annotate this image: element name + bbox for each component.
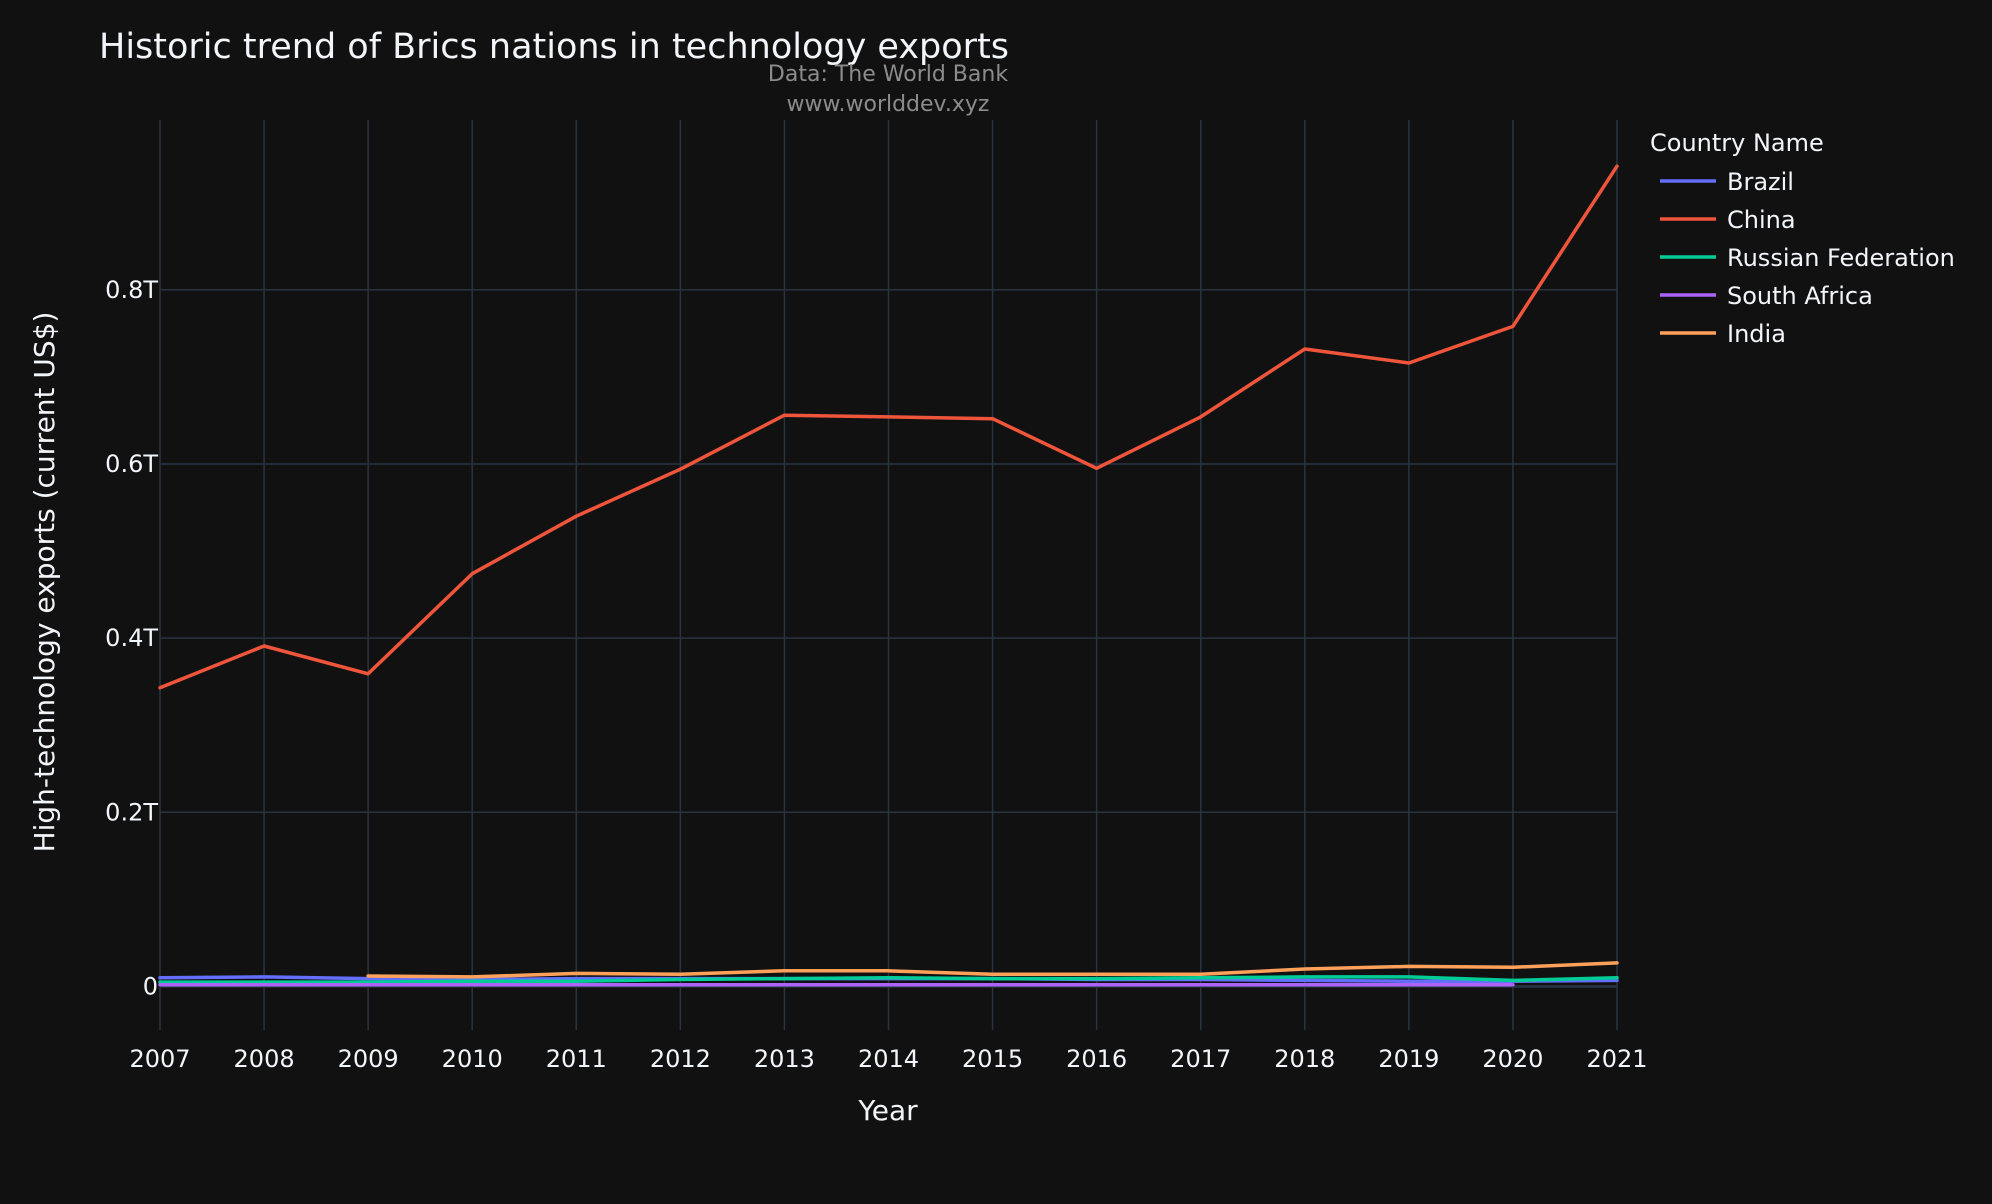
y-tick-label: 0.6T — [105, 450, 158, 478]
legend-label: India — [1727, 320, 1786, 348]
series-line-india — [366, 961, 1619, 979]
series-lines — [158, 164, 1619, 987]
y-tick-label: 0 — [143, 972, 158, 1000]
x-tick-label: 2021 — [1586, 1045, 1647, 1073]
series-line-russian-federation — [158, 975, 1619, 984]
legend-item-india[interactable]: India — [1660, 320, 1786, 348]
legend-label: China — [1727, 206, 1796, 234]
x-tick-label: 2018 — [1274, 1045, 1335, 1073]
chart-title: Historic trend of Brics nations in techn… — [99, 27, 1009, 67]
x-tick-label: 2015 — [962, 1045, 1023, 1073]
legend-title: Country Name — [1650, 129, 1824, 157]
x-tick-label: 2010 — [442, 1045, 503, 1073]
legend-item-brazil[interactable]: Brazil — [1660, 168, 1794, 196]
x-tick-label: 2016 — [1066, 1045, 1127, 1073]
x-tick-label: 2019 — [1378, 1045, 1439, 1073]
y-tick-label: 0.2T — [105, 798, 158, 826]
x-tick-label: 2017 — [1170, 1045, 1231, 1073]
url-annotation: www.worlddev.xyz — [787, 92, 990, 117]
gridlines — [159, 120, 1618, 1030]
x-tick-label: 2014 — [858, 1045, 919, 1073]
legend-label: South Africa — [1727, 282, 1873, 310]
series-line-china — [158, 164, 1619, 690]
legend-label: Russian Federation — [1727, 244, 1955, 272]
legend-label: Brazil — [1727, 168, 1794, 196]
x-tick-label: 2008 — [234, 1045, 295, 1073]
x-tick-label: 2012 — [650, 1045, 711, 1073]
legend: Country Name Brazil China Russian Federati… — [1650, 129, 1955, 348]
x-tick-label: 2011 — [546, 1045, 607, 1073]
x-tick-label: 2007 — [129, 1045, 190, 1073]
x-tick-label: 2009 — [338, 1045, 399, 1073]
x-tick-label: 2013 — [754, 1045, 815, 1073]
y-tick-label: 0.8T — [105, 276, 158, 304]
y-axis-title: High-technology exports (current US$) — [28, 312, 61, 853]
legend-item-south-africa[interactable]: South Africa — [1660, 282, 1873, 310]
legend-item-russian-federation[interactable]: Russian Federation — [1660, 244, 1955, 272]
x-axis-title: Year — [857, 1094, 918, 1127]
legend-item-china[interactable]: China — [1660, 206, 1796, 234]
legend-items: Brazil China Russian Federation South Afric… — [1660, 168, 1955, 348]
source-annotation: Data: The World Bank — [768, 62, 1008, 87]
y-tick-label: 0.4T — [105, 624, 158, 652]
tick-labels: 2007 2008 2009 2010 2011 2012 2013 2014 2015 2016… — [105, 276, 1647, 1073]
x-tick-label: 2020 — [1482, 1045, 1543, 1073]
